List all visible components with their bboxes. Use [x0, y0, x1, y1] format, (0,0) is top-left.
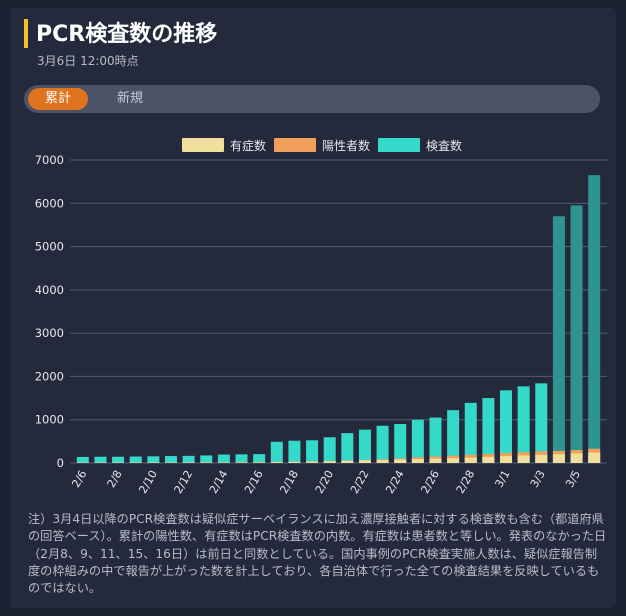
bar-symptomatic	[376, 459, 389, 463]
bar-symptomatic	[535, 454, 548, 463]
bar-tests	[182, 455, 195, 463]
timestamp: 3月6日 12:00時点	[37, 54, 139, 68]
bar-symptomatic	[447, 458, 460, 463]
bar-tests	[358, 429, 371, 463]
x-tick-label: 2/26	[418, 468, 442, 496]
tab-cumulative[interactable]: 累計	[28, 88, 88, 110]
bar-tests	[253, 454, 266, 463]
bar-symptomatic	[500, 456, 513, 463]
x-tick-label: 2/16	[242, 468, 266, 496]
bar-tests	[447, 410, 460, 463]
y-tick-label: 2000	[35, 369, 64, 383]
bar-tests	[235, 454, 248, 463]
bar-tests	[129, 456, 142, 463]
bar-symptomatic	[306, 461, 319, 463]
chart-card: PCR検査数の推移 3月6日 12:00時点 累計 新規 有症数 陽性者数 検査数 0…	[10, 8, 616, 608]
bar-tests	[217, 454, 230, 463]
bar-symptomatic	[341, 460, 354, 463]
bar-tests	[376, 425, 389, 463]
bar-symptomatic	[394, 459, 407, 463]
y-tick-label: 6000	[35, 196, 64, 210]
legend-swatch	[274, 138, 316, 152]
bar-symptomatic	[464, 457, 477, 463]
bar-tests	[306, 440, 319, 463]
bar-tests	[482, 398, 495, 463]
bar-tests	[535, 383, 548, 463]
x-tick-label: 2/28	[454, 468, 478, 496]
y-tick-label: 4000	[35, 283, 64, 297]
y-tick-label: 7000	[35, 153, 64, 167]
bar-symptomatic	[570, 453, 583, 463]
y-tick-label: 5000	[35, 240, 64, 254]
legend-label: 陽性者数	[322, 138, 370, 153]
x-tick-label: 2/22	[348, 468, 372, 496]
x-tick-label: 2/6	[69, 468, 89, 490]
legend-swatch	[378, 138, 420, 152]
bar-tests	[200, 455, 213, 463]
bar-tests	[147, 456, 160, 463]
x-tick-label: 3/3	[528, 468, 548, 490]
bar-tests	[94, 456, 107, 463]
bar-tests	[552, 216, 565, 463]
bar-symptomatic	[358, 460, 371, 463]
pcr-bar-chart: 有症数 陽性者数 検査数 0 1000 2000 3000 4000 5000 6000 7000 2…	[35, 138, 607, 496]
bar-tests	[464, 402, 477, 463]
x-tick-label: 2/10	[136, 468, 160, 496]
bar-tests	[517, 386, 530, 463]
bar-tests	[112, 456, 125, 463]
x-tick-label: 2/24	[383, 468, 407, 496]
bar-symptomatic	[552, 454, 565, 463]
legend-label: 検査数	[426, 138, 462, 153]
tab-new[interactable]: 新規	[116, 91, 143, 106]
bar-symptomatic	[588, 452, 601, 463]
bar-symptomatic	[482, 456, 495, 463]
bar-tests	[323, 437, 336, 463]
bar-tests	[429, 417, 442, 463]
x-tick-label: 2/14	[207, 468, 231, 496]
bar-tests	[588, 175, 601, 463]
footnote: 注）3月4日以降のPCR検査数は疑似症サーベイランスに加え濃厚接触者に対する検査…	[28, 512, 607, 596]
bar-symptomatic	[517, 455, 530, 463]
x-tick-label: 2/12	[172, 468, 196, 496]
bar-symptomatic	[429, 458, 442, 463]
bar-tests	[570, 205, 583, 463]
x-tick-label: 3/1	[493, 468, 513, 490]
bar-symptomatic	[323, 461, 336, 463]
page-title: PCR検査数の推移	[36, 22, 218, 47]
x-tick-label: 2/20	[313, 468, 337, 496]
bar-tests	[394, 424, 407, 463]
bar-tests	[164, 456, 177, 463]
bar-tests	[288, 440, 301, 463]
x-tick-label: 2/18	[277, 468, 301, 496]
legend-label: 有症数	[230, 138, 266, 153]
bar-tests	[500, 390, 513, 463]
x-tick-label: 2/8	[105, 468, 125, 490]
legend-swatch	[182, 138, 224, 152]
title-accent-bar	[24, 19, 28, 48]
bar-tests	[76, 456, 89, 463]
bar-tests	[270, 441, 283, 463]
tab-bar: 累計 新規	[24, 85, 600, 113]
x-tick-label: 3/5	[563, 468, 583, 490]
bar-tests	[341, 433, 354, 463]
bar-symptomatic	[270, 462, 283, 463]
y-tick-label: 0	[57, 456, 64, 470]
bar-symptomatic	[288, 461, 301, 463]
bar-tests	[411, 419, 424, 463]
y-tick-label: 3000	[35, 326, 64, 340]
y-tick-label: 1000	[35, 413, 64, 427]
bar-symptomatic	[411, 459, 424, 463]
